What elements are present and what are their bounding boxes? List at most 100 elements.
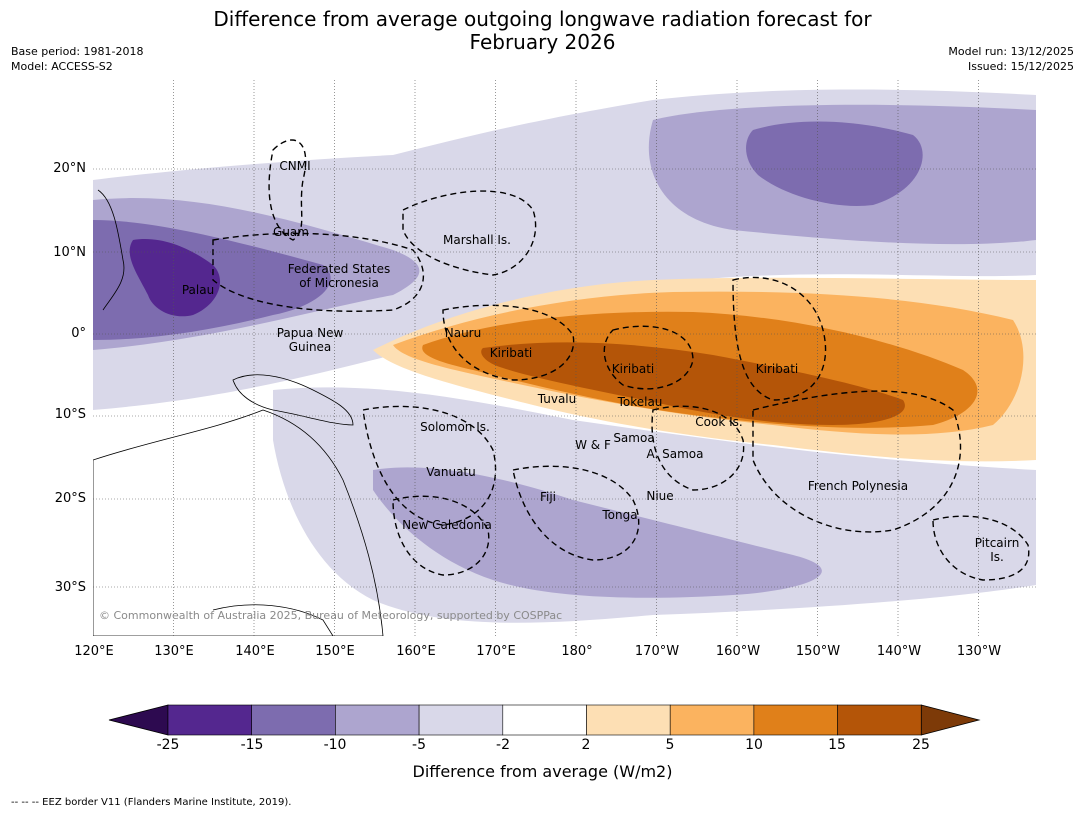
x-tick: 140°E	[235, 644, 275, 659]
eez-cook	[651, 405, 745, 491]
x-tick: 130°E	[154, 644, 194, 659]
label-pitcairn-2: Is.	[990, 550, 1004, 564]
olr-anomaly-map: CNMI Guam Marshall Is. Federated States …	[93, 80, 1036, 636]
australia-coast	[93, 409, 384, 636]
colorbar-bin	[418, 704, 504, 736]
y-tick: 20°S	[54, 491, 86, 506]
colorbar-tick: 10	[745, 737, 763, 753]
y-tick: 10°S	[54, 407, 86, 422]
colorbar-tick: -25	[156, 737, 180, 753]
anomaly-mid-purple-south	[373, 467, 822, 598]
new-zealand-coast	[212, 604, 334, 636]
colorbar-low-extend	[108, 704, 169, 736]
eez-french-polynesia	[752, 390, 962, 533]
label-wallis-futuna: W & F	[575, 438, 611, 452]
colorbar-bin	[837, 704, 922, 736]
meta-right: Model run: 13/12/2025 Issued: 15/12/2025	[948, 44, 1074, 74]
label-cnmi: CNMI	[279, 159, 310, 173]
label-fsm-2: of Micronesia	[299, 276, 379, 290]
label-american-samoa: A. Samoa	[647, 447, 704, 461]
label-fiji: Fiji	[540, 490, 556, 504]
coastlines	[93, 189, 384, 636]
label-png-2: Guinea	[289, 340, 332, 354]
colorbar	[108, 704, 981, 736]
label-kiribati-central: Kiribati	[612, 362, 654, 376]
label-french-polynesia: French Polynesia	[808, 479, 908, 493]
map-title: Difference from average outgoing longwav…	[0, 8, 1085, 54]
label-palau: Palau	[182, 283, 214, 297]
new-guinea-coast	[232, 374, 354, 426]
label-pitcairn-1: Pitcairn	[975, 536, 1020, 550]
label-tonga: Tonga	[601, 508, 637, 522]
eez-legend-note: -- -- -- EEZ border V11 (Flanders Marine…	[11, 797, 292, 808]
title-line-2: February 2026	[469, 30, 616, 54]
x-tick: 170°W	[634, 644, 680, 659]
eez-micronesia	[212, 232, 424, 312]
x-tick: 160°E	[396, 644, 436, 659]
graticule	[93, 80, 1036, 636]
philippines-coast	[97, 189, 125, 311]
colorbar-bin	[335, 704, 420, 736]
label-guam: Guam	[273, 225, 309, 239]
colorbar-tick: -15	[240, 737, 264, 753]
label-nauru: Nauru	[445, 326, 481, 340]
colorbar-bin	[502, 704, 587, 736]
x-tick: 150°W	[795, 644, 841, 659]
issued-date: Issued: 15/12/2025	[967, 60, 1074, 73]
eez-solomon-vanuatu	[362, 405, 497, 526]
y-tick: 20°N	[53, 161, 86, 176]
colorbar-high-extend	[920, 704, 981, 736]
label-cook: Cook Is.	[695, 415, 742, 429]
label-tuvalu: Tuvalu	[537, 392, 577, 406]
eez-fiji-tonga	[512, 465, 640, 561]
colorbar-tick: 2	[581, 737, 591, 753]
y-tick: 30°S	[54, 580, 86, 595]
y-tick: 0°	[71, 326, 86, 341]
label-kiribati-east: Kiribati	[756, 362, 798, 376]
model-name: Model: ACCESS-S2	[11, 60, 113, 73]
colorbar-bin	[669, 704, 755, 736]
x-tick: 170°E	[476, 644, 516, 659]
x-tick: 120°E	[74, 644, 114, 659]
label-solomon: Solomon Is.	[420, 420, 490, 434]
eez-pitcairn	[932, 515, 1030, 581]
y-tick: 10°N	[53, 245, 86, 260]
colorbar-tick: 5	[665, 737, 675, 753]
label-png-1: Papua New	[277, 326, 344, 340]
label-vanuatu: Vanuatu	[426, 465, 476, 479]
label-niue: Niue	[646, 489, 673, 503]
label-tokelau: Tokelau	[617, 395, 663, 409]
colorbar-bin	[753, 704, 838, 736]
label-fsm-1: Federated States	[288, 262, 390, 276]
eez-new-caledonia	[392, 495, 490, 576]
model-run: Model run: 13/12/2025	[948, 45, 1074, 58]
title-line-1: Difference from average outgoing longwav…	[213, 7, 872, 31]
colorbar-bin	[586, 704, 671, 736]
x-tick: 130°W	[956, 644, 1002, 659]
colorbar-tick: 15	[828, 737, 846, 753]
x-tick: 160°W	[715, 644, 761, 659]
meta-left: Base period: 1981-2018 Model: ACCESS-S2	[11, 44, 143, 74]
map-panel: CNMI Guam Marshall Is. Federated States …	[93, 80, 1036, 636]
anomaly-deepest-purple-west	[129, 239, 221, 317]
x-tick: 180°	[561, 644, 593, 659]
x-tick: 140°W	[876, 644, 922, 659]
base-period: Base period: 1981-2018	[11, 45, 144, 58]
label-marshall: Marshall Is.	[443, 233, 511, 247]
colorbar-tick: 25	[912, 737, 930, 753]
eez-cnmi-guam	[268, 139, 307, 241]
colorbar-tick: -10	[323, 737, 347, 753]
copyright-notice: © Commonwealth of Australia 2025, Bureau…	[99, 609, 563, 622]
x-tick: 150°E	[315, 644, 355, 659]
eez-borders	[212, 139, 1030, 581]
anomaly-dark-purple-hawaii	[746, 121, 923, 206]
eez-kiribati-phoenix	[603, 325, 694, 390]
colorbar-bin	[251, 704, 336, 736]
label-new-caledonia: New Caledonia	[402, 518, 492, 532]
colorbar-label: Difference from average (W/m2)	[412, 762, 673, 781]
colorbar-bin	[167, 704, 252, 736]
colorbar-tick: -5	[412, 737, 426, 753]
colorbar-tick: -2	[496, 737, 510, 753]
label-samoa: Samoa	[613, 431, 654, 445]
label-kiribati-west: Kiribati	[490, 346, 532, 360]
